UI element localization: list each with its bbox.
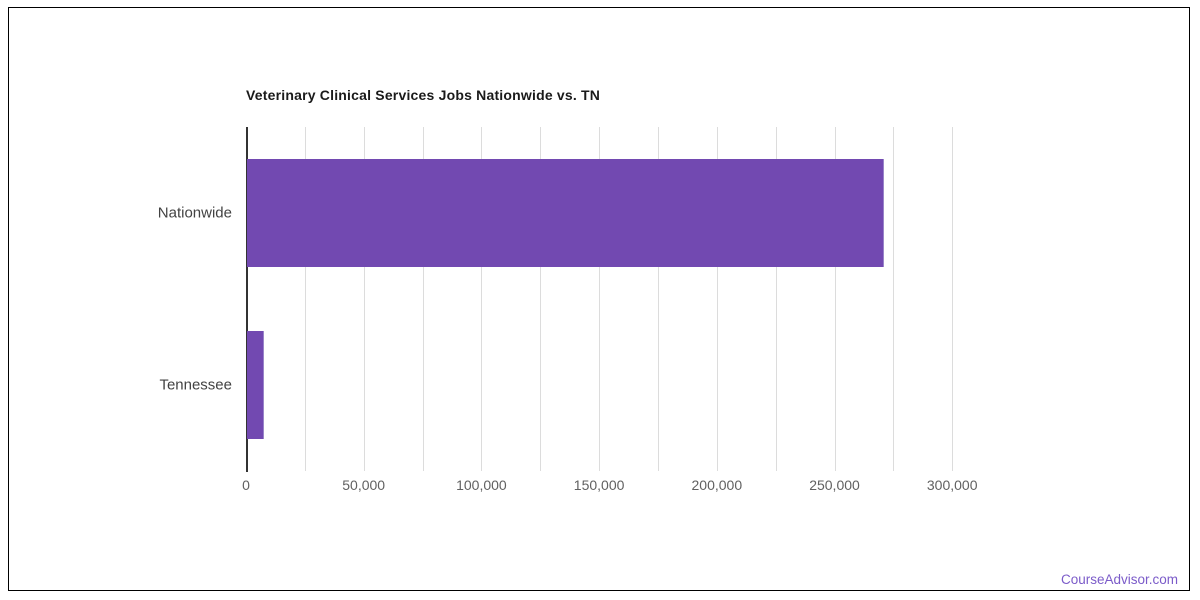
plot-area: 0 50,000 100,000 150,000 200,000 250,000 300,0… (242, 127, 1011, 493)
gridline (481, 127, 483, 471)
category-label-tennessee: Tennessee (159, 376, 232, 394)
x-tick-label: 200,000 (691, 477, 743, 493)
category-label-nationwide: Nationwide (157, 204, 232, 222)
x-tick-label: 150,000 (573, 477, 625, 493)
gridline (716, 127, 718, 471)
gridline (893, 127, 895, 471)
bar-tennessee (247, 331, 265, 439)
x-tick-label: 300,000 (926, 477, 978, 493)
chart-title: Veterinary Clinical Services Jobs Nation… (246, 87, 601, 103)
bar-nationwide (247, 159, 884, 267)
gridline (422, 127, 424, 471)
gridline (775, 127, 777, 471)
gridline (657, 127, 659, 471)
gridline (952, 127, 954, 471)
x-tick-label: 250,000 (809, 477, 860, 493)
x-tick-label: 0 (242, 477, 250, 493)
y-axis-line (246, 127, 248, 472)
x-tick-label: 50,000 (342, 477, 386, 493)
gridline (304, 127, 306, 471)
gridline (834, 127, 836, 471)
courseadvisor-watermark-link[interactable]: CourseAdvisor.com (1060, 572, 1178, 587)
gridline (540, 127, 542, 471)
gridline (363, 127, 365, 471)
x-tick-label: 100,000 (456, 477, 507, 493)
gridline (599, 127, 601, 471)
